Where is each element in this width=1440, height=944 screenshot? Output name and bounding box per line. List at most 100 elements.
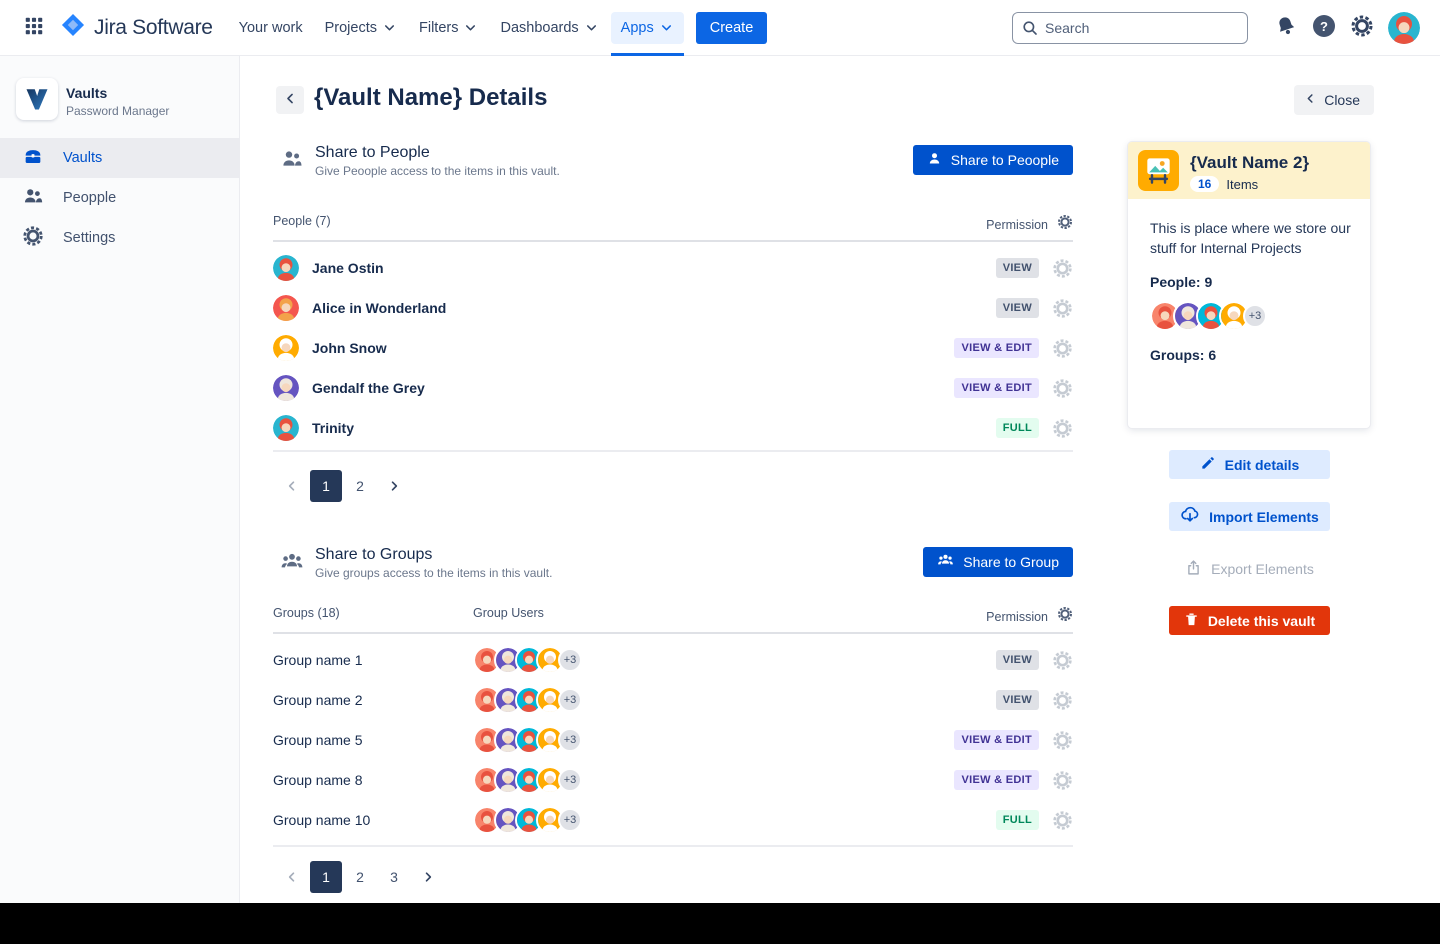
app-switcher-button[interactable] <box>18 12 50 44</box>
avatar <box>273 415 299 441</box>
permission-badge[interactable]: VIEW <box>995 690 1039 710</box>
help-button[interactable]: ? <box>1308 12 1340 44</box>
sidebar-item-vaults[interactable]: Vaults <box>0 138 240 178</box>
permission-badge[interactable]: FULL <box>995 810 1039 830</box>
permission-badge[interactable]: VIEW & EDIT <box>954 338 1039 358</box>
group-name: Group name 5 <box>273 732 363 748</box>
groups-pagination: 1 2 3 <box>276 861 444 893</box>
avatar <box>515 806 543 834</box>
help-icon: ? <box>1311 13 1337 42</box>
groups-icon <box>280 550 304 579</box>
search-box <box>1012 11 1248 44</box>
prev-page-button[interactable] <box>276 470 308 502</box>
more-users-badge: +3 <box>558 808 582 832</box>
page-button[interactable]: 3 <box>378 861 410 893</box>
row-settings-gear-icon[interactable] <box>1051 417 1073 439</box>
more-users-badge: +3 <box>558 768 582 792</box>
more-people-badge: +3 <box>1243 304 1267 328</box>
chevron-left-icon <box>288 481 295 491</box>
group-row: Group name 10 +3 FULL <box>273 800 1073 840</box>
row-settings-gear-icon[interactable] <box>1051 337 1073 359</box>
sidebar-item-peopple[interactable]: Peopple <box>0 178 240 218</box>
vault-card-header: {Vault Name 2} 16 Items <box>1128 142 1370 199</box>
sidebar-item-label: Settings <box>63 230 116 246</box>
sidebar: Vaults Password Manager Vaults Peopple <box>0 56 240 903</box>
nav-filters[interactable]: Filters <box>409 12 488 44</box>
next-page-button[interactable] <box>412 861 444 893</box>
create-button[interactable]: Create <box>695 11 768 44</box>
row-settings-gear-icon[interactable] <box>1051 257 1073 279</box>
permission-badge[interactable]: VIEW <box>995 258 1039 278</box>
chevron-right-icon <box>425 872 432 882</box>
avatar <box>536 806 564 834</box>
row-settings-gear-icon[interactable] <box>1051 729 1073 751</box>
avatar <box>473 766 501 794</box>
row-settings-gear-icon[interactable] <box>1051 689 1073 711</box>
column-group-users: Group Users <box>473 606 544 620</box>
back-button[interactable] <box>276 86 304 114</box>
notifications-button[interactable] <box>1270 12 1302 44</box>
vault-groups-count: Groups: 6 <box>1150 347 1217 363</box>
cloud-import-icon <box>1180 505 1200 528</box>
share-people-title: Share to People <box>315 144 430 161</box>
nav-apps[interactable]: Apps <box>610 11 684 56</box>
avatar <box>515 766 543 794</box>
nav-your-work[interactable]: Your work <box>229 12 313 44</box>
chevron-left-icon <box>283 91 298 109</box>
permission-badge[interactable]: FULL <box>995 418 1039 438</box>
user-avatar[interactable] <box>1388 11 1420 44</box>
gear-icon[interactable] <box>1057 214 1073 235</box>
avatar <box>473 806 501 834</box>
more-users-badge: +3 <box>558 728 582 752</box>
jira-logo[interactable]: Jira Software <box>60 12 213 43</box>
permission-badge[interactable]: VIEW <box>995 650 1039 670</box>
avatar <box>515 726 543 754</box>
section-divider <box>273 845 1073 847</box>
prev-page-button[interactable] <box>276 861 308 893</box>
sidebar-nav: Vaults Peopple Settings <box>0 138 240 258</box>
items-count-badge: 16 <box>1190 176 1220 192</box>
gear-icon[interactable] <box>1057 606 1073 627</box>
vault-people-avatars: +3 <box>1150 301 1356 331</box>
share-people-subtitle: Give Peoople access to the items in this… <box>315 164 560 178</box>
group-users-avatars: +3 <box>473 646 582 674</box>
permission-badge[interactable]: VIEW & EDIT <box>954 770 1039 790</box>
delete-vault-button[interactable]: Delete this vault <box>1169 606 1330 635</box>
row-settings-gear-icon[interactable] <box>1051 377 1073 399</box>
share-to-group-button[interactable]: Share to Group <box>923 547 1073 577</box>
sidebar-item-settings[interactable]: Settings <box>0 218 240 258</box>
column-people: People (7) <box>273 214 331 228</box>
permission-badge[interactable]: VIEW & EDIT <box>954 378 1039 398</box>
row-settings-gear-icon[interactable] <box>1051 297 1073 319</box>
row-settings-gear-icon[interactable] <box>1051 769 1073 791</box>
nav-dashboards[interactable]: Dashboards <box>490 12 608 44</box>
vault-card-title: {Vault Name 2} <box>1190 153 1310 172</box>
import-elements-button[interactable]: Import Elements <box>1169 502 1330 531</box>
row-settings-gear-icon[interactable] <box>1051 649 1073 671</box>
permission-badge[interactable]: VIEW & EDIT <box>954 730 1039 750</box>
edit-details-button[interactable]: Edit details <box>1169 450 1330 479</box>
permission-badge[interactable]: VIEW <box>995 298 1039 318</box>
page-button[interactable]: 2 <box>344 861 376 893</box>
person-name: Trinity <box>312 420 355 436</box>
close-button[interactable]: Close <box>1294 85 1374 115</box>
trash-icon <box>1184 612 1199 630</box>
nav-projects[interactable]: Projects <box>315 12 407 44</box>
page-button[interactable]: 1 <box>310 861 342 893</box>
grid-icon <box>23 15 45 40</box>
share-to-people-button[interactable]: Share to Peoople <box>912 145 1073 175</box>
person-row: Alice in Wonderland VIEW <box>273 288 1073 328</box>
chevron-down-icon <box>661 25 671 31</box>
avatar <box>273 255 299 281</box>
export-elements-button[interactable]: Export Elements <box>1169 554 1330 583</box>
settings-button[interactable] <box>1346 12 1378 44</box>
column-groups: Groups (18) <box>273 606 340 620</box>
group-name: Group name 10 <box>273 812 371 828</box>
row-settings-gear-icon[interactable] <box>1051 809 1073 831</box>
group-row: Group name 1 +3 VIEW <box>273 640 1073 680</box>
page-button[interactable]: 1 <box>310 470 342 502</box>
search-input[interactable] <box>1012 11 1248 44</box>
page-button[interactable]: 2 <box>344 470 376 502</box>
avatar <box>273 375 299 401</box>
next-page-button[interactable] <box>378 470 410 502</box>
